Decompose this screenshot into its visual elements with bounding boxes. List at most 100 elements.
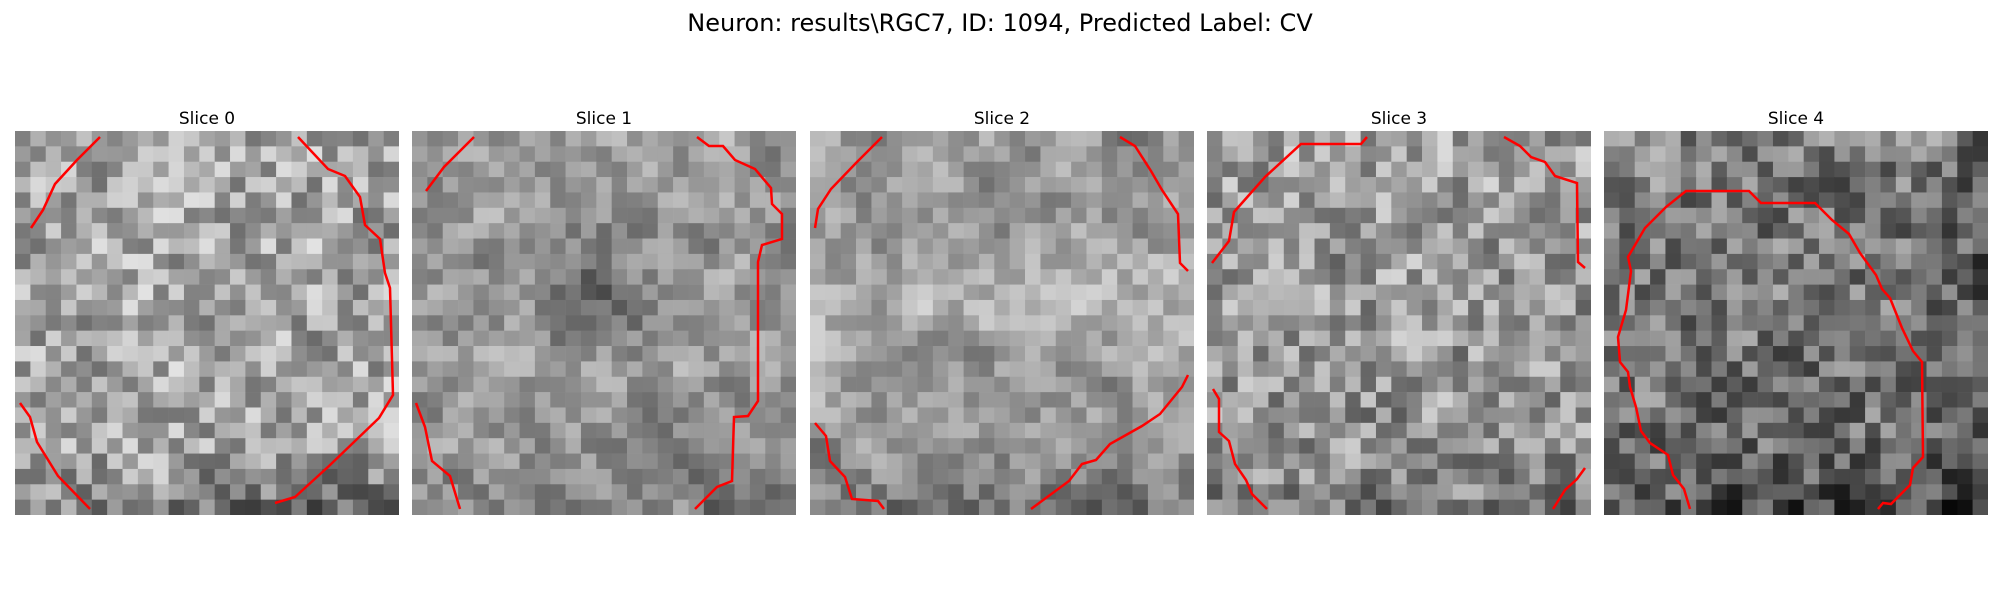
- image-pixel: [948, 422, 964, 439]
- image-pixel: [61, 361, 77, 378]
- contour-line: [1030, 374, 1190, 511]
- image-pixel: [1406, 238, 1423, 255]
- image-pixel: [1972, 131, 1988, 147]
- image-pixel: [1437, 269, 1454, 285]
- image-pixel: [994, 346, 1010, 362]
- image-pixel: [458, 284, 474, 301]
- image-pixel: [1972, 468, 1988, 485]
- image-pixel: [1529, 177, 1546, 193]
- image-pixel: [488, 207, 505, 224]
- image-pixel: [76, 284, 93, 301]
- image-pixel: [1314, 438, 1331, 454]
- image-pixel: [1498, 484, 1515, 500]
- image-pixel: [153, 422, 169, 439]
- image-pixel: [1926, 499, 1943, 515]
- image-pixel: [642, 346, 659, 362]
- image-pixel: [368, 499, 384, 515]
- image-pixel: [1040, 161, 1057, 178]
- image-pixel: [1604, 484, 1620, 500]
- image-pixel: [580, 392, 597, 408]
- image-pixel: [1865, 453, 1881, 470]
- image-pixel: [137, 315, 154, 331]
- image-pixel: [611, 499, 628, 515]
- image-pixel: [458, 161, 474, 178]
- image-pixel: [611, 407, 628, 424]
- image-pixel: [580, 346, 597, 362]
- image-pixel: [412, 177, 428, 193]
- image-pixel: [1665, 376, 1682, 393]
- image-pixel: [948, 484, 964, 500]
- image-pixel: [1345, 146, 1361, 163]
- image-pixel: [276, 453, 292, 470]
- image-pixel: [932, 468, 949, 485]
- image-pixel: [1452, 207, 1469, 224]
- image-pixel: [917, 453, 934, 470]
- image-pixel: [1514, 269, 1530, 285]
- image-pixel: [1086, 346, 1103, 362]
- image-pixel: [337, 131, 354, 147]
- image-pixel: [948, 346, 964, 362]
- image-pixel: [1222, 315, 1239, 331]
- image-pixel: [719, 346, 735, 362]
- image-pixel: [368, 131, 384, 147]
- image-pixel: [291, 177, 308, 193]
- image-pixel: [1468, 269, 1484, 285]
- image-pixel: [1452, 407, 1469, 424]
- image-pixel: [1926, 161, 1943, 178]
- image-pixel: [1163, 438, 1179, 454]
- image-pixel: [534, 161, 551, 178]
- image-pixel: [1788, 177, 1804, 193]
- image-pixel: [427, 407, 444, 424]
- image-pixel: [1391, 422, 1407, 439]
- image-pixel: [1634, 453, 1651, 470]
- image-pixel: [122, 284, 139, 301]
- image-pixel: [810, 269, 826, 285]
- image-pixel: [534, 192, 551, 209]
- image-pixel: [1880, 177, 1897, 193]
- image-pixel: [1665, 422, 1682, 439]
- image-pixel: [1025, 468, 1041, 485]
- image-pixel: [61, 330, 77, 347]
- image-pixel: [734, 207, 751, 224]
- image-pixel: [1957, 238, 1973, 255]
- image-pixel: [703, 238, 720, 255]
- image-pixel: [1788, 192, 1804, 209]
- image-pixel: [368, 407, 384, 424]
- image-pixel: [1329, 484, 1346, 500]
- image-pixel: [856, 422, 872, 439]
- image-pixel: [504, 253, 520, 270]
- image-pixel: [1865, 177, 1881, 193]
- image-pixel: [368, 361, 384, 378]
- image-pixel: [1696, 438, 1712, 454]
- image-pixel: [1834, 146, 1851, 163]
- image-pixel: [458, 468, 474, 485]
- image-pixel: [473, 438, 490, 454]
- image-pixel: [1178, 330, 1194, 347]
- image-pixel: [657, 284, 674, 301]
- image-pixel: [1972, 223, 1988, 239]
- image-pixel: [734, 376, 751, 393]
- image-pixel: [519, 346, 536, 362]
- image-pixel: [153, 407, 169, 424]
- image-pixel: [1283, 361, 1300, 378]
- image-pixel: [137, 177, 154, 193]
- image-pixel: [137, 269, 154, 285]
- image-pixel: [825, 376, 842, 393]
- image-pixel: [917, 468, 934, 485]
- image-pixel: [1972, 484, 1988, 500]
- image-pixel: [856, 407, 872, 424]
- image-pixel: [917, 499, 934, 515]
- image-pixel: [276, 284, 292, 301]
- image-pixel: [565, 315, 582, 331]
- image-pixel: [1071, 346, 1087, 362]
- image-pixel: [657, 484, 674, 500]
- image-pixel: [276, 330, 292, 347]
- image-pixel: [825, 422, 842, 439]
- image-pixel: [230, 376, 246, 393]
- image-pixel: [596, 392, 612, 408]
- image-pixel: [871, 238, 888, 255]
- image-pixel: [534, 376, 551, 393]
- image-pixel: [1314, 177, 1331, 193]
- image-pixel: [1055, 161, 1072, 178]
- image-pixel: [932, 177, 949, 193]
